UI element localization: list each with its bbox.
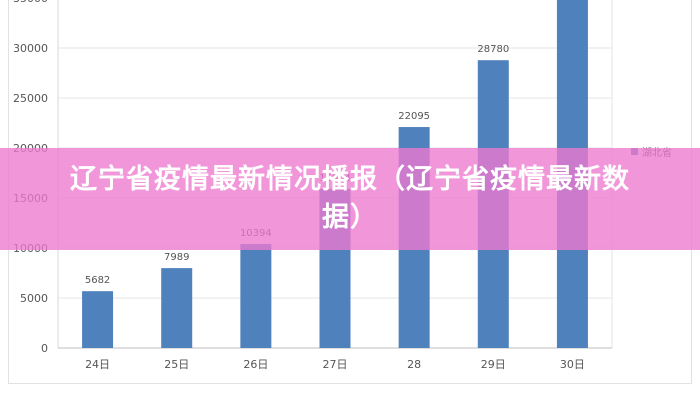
bar bbox=[161, 268, 193, 348]
y-tick-label: 25000 bbox=[13, 92, 48, 105]
x-tick-label: 30日 bbox=[560, 358, 585, 371]
x-tick-label: 26日 bbox=[243, 358, 268, 371]
banner-title: 辽宁省疫情最新情况播报（辽宁省疫情最新数据） bbox=[70, 164, 630, 233]
bar bbox=[82, 291, 114, 348]
bar bbox=[240, 244, 272, 348]
x-tick-label: 28 bbox=[407, 358, 421, 371]
x-tick-label: 27日 bbox=[323, 358, 348, 371]
y-tick-label: 5000 bbox=[20, 292, 48, 305]
data-label: 22095 bbox=[398, 111, 430, 122]
y-tick-label: 30000 bbox=[13, 42, 48, 55]
data-label: 7989 bbox=[164, 252, 189, 263]
y-tick-label: 35000 bbox=[13, 0, 48, 5]
x-tick-label: 29日 bbox=[481, 358, 506, 371]
data-label: 5682 bbox=[85, 275, 110, 286]
title-banner: 辽宁省疫情最新情况播报（辽宁省疫情最新数据） bbox=[0, 148, 700, 250]
x-tick-label: 24日 bbox=[85, 358, 110, 371]
x-tick-label: 25日 bbox=[164, 358, 189, 371]
data-label: 28780 bbox=[477, 44, 509, 55]
y-tick-label: 0 bbox=[41, 342, 48, 355]
